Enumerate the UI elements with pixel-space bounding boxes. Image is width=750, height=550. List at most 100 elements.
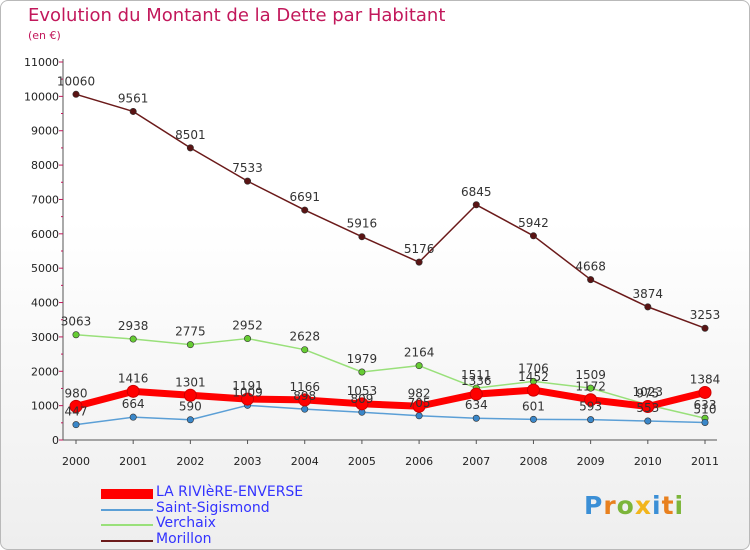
data-point bbox=[186, 341, 194, 349]
data-label: 1452 bbox=[518, 370, 549, 384]
data-point bbox=[129, 413, 137, 421]
data-label: 1172 bbox=[575, 380, 606, 394]
series-line bbox=[72, 386, 709, 410]
y-tick-label: 8000 bbox=[31, 159, 59, 172]
x-tick-label: 2009 bbox=[577, 455, 605, 468]
data-point bbox=[183, 388, 197, 402]
data-point bbox=[301, 405, 309, 413]
data-label: 809 bbox=[350, 392, 373, 406]
y-tick-label: 1000 bbox=[31, 400, 59, 413]
y-tick-label: 0 bbox=[52, 434, 59, 447]
x-tick-label: 2008 bbox=[519, 455, 547, 468]
data-label: 5942 bbox=[518, 216, 549, 230]
data-point bbox=[415, 362, 423, 370]
logo-letter: x bbox=[634, 491, 652, 520]
y-tick-label: 11000 bbox=[24, 56, 59, 69]
data-label: 593 bbox=[579, 400, 602, 414]
y-tick-label: 2000 bbox=[31, 365, 59, 378]
data-label: 975 bbox=[636, 386, 659, 400]
data-point bbox=[301, 346, 309, 354]
data-point bbox=[129, 335, 137, 343]
data-point bbox=[701, 418, 709, 426]
data-label: 2952 bbox=[232, 319, 263, 333]
data-label: 601 bbox=[522, 399, 545, 413]
logo-letter: r bbox=[603, 491, 617, 520]
data-label: 980 bbox=[65, 386, 88, 400]
data-label: 1706 bbox=[518, 361, 549, 375]
legend-swatch bbox=[101, 539, 153, 542]
data-label: 1416 bbox=[118, 371, 149, 385]
x-tick-label: 2006 bbox=[405, 455, 433, 468]
data-label: 664 bbox=[122, 397, 145, 411]
logo-letter: i bbox=[674, 491, 685, 520]
data-point bbox=[584, 393, 598, 407]
data-point bbox=[644, 303, 652, 311]
data-label: 2628 bbox=[289, 330, 320, 344]
data-point bbox=[244, 335, 252, 343]
logo-letter: o bbox=[616, 491, 635, 520]
data-label: 2938 bbox=[118, 319, 149, 333]
data-label: 3253 bbox=[690, 308, 721, 322]
x-tick-label: 2002 bbox=[176, 455, 204, 468]
data-point bbox=[186, 416, 194, 424]
data-point bbox=[72, 331, 80, 339]
data-label: 1336 bbox=[461, 374, 492, 388]
data-label: 1511 bbox=[461, 368, 492, 382]
data-label: 5916 bbox=[347, 217, 378, 231]
data-point bbox=[186, 144, 194, 152]
data-point bbox=[69, 399, 83, 413]
x-tick-label: 2004 bbox=[291, 455, 319, 468]
data-label: 6691 bbox=[289, 190, 320, 204]
data-point bbox=[644, 417, 652, 425]
data-point bbox=[301, 206, 309, 214]
data-label: 5176 bbox=[404, 242, 435, 256]
y-tick-label: 10000 bbox=[24, 90, 59, 103]
data-point bbox=[472, 201, 480, 209]
legend-label: Verchaix bbox=[156, 515, 216, 531]
data-point bbox=[129, 107, 137, 115]
data-label: 1023 bbox=[633, 385, 664, 399]
x-tick-label: 2003 bbox=[234, 455, 262, 468]
data-point bbox=[412, 399, 426, 413]
data-point bbox=[469, 387, 483, 401]
data-label: 1009 bbox=[232, 385, 263, 399]
data-point bbox=[126, 384, 140, 398]
y-tick-label: 9000 bbox=[31, 125, 59, 138]
data-label: 9561 bbox=[118, 91, 149, 105]
logo-letter: i bbox=[652, 491, 662, 520]
data-label: 510 bbox=[694, 402, 717, 416]
series-line bbox=[75, 93, 706, 329]
data-label: 1509 bbox=[575, 368, 606, 382]
x-tick-label: 2010 bbox=[634, 455, 662, 468]
data-point bbox=[298, 393, 312, 407]
data-label: 8501 bbox=[175, 128, 206, 142]
legend-label: Saint-Sigismond bbox=[156, 499, 270, 516]
x-tick-label: 2005 bbox=[348, 455, 376, 468]
y-tick-label: 6000 bbox=[31, 228, 59, 241]
data-label: 705 bbox=[408, 396, 431, 410]
data-point bbox=[529, 415, 537, 423]
data-label: 10060 bbox=[57, 74, 95, 88]
data-point bbox=[72, 421, 80, 429]
data-label: 1053 bbox=[347, 384, 378, 398]
data-point bbox=[587, 416, 595, 424]
data-point bbox=[358, 233, 366, 241]
y-tick-label: 3000 bbox=[31, 331, 59, 344]
data-label: 553 bbox=[636, 401, 659, 415]
legend-label: LA RIVIèRE-ENVERSE bbox=[156, 484, 304, 500]
y-tick-label: 4000 bbox=[31, 297, 59, 310]
x-tick-label: 2000 bbox=[62, 455, 90, 468]
data-label: 7533 bbox=[232, 161, 263, 175]
data-point bbox=[529, 232, 537, 240]
data-label: 1979 bbox=[347, 352, 378, 366]
y-tick-label: 7000 bbox=[31, 193, 59, 206]
data-point bbox=[526, 383, 540, 397]
x-tick-label: 2007 bbox=[462, 455, 490, 468]
data-label: 3063 bbox=[61, 315, 92, 329]
data-point bbox=[701, 324, 709, 332]
logo-letter: P bbox=[584, 491, 604, 520]
legend-label: Morillon bbox=[156, 530, 212, 547]
proxiti-logo: Proxiti bbox=[584, 491, 684, 520]
series-line bbox=[75, 404, 706, 426]
